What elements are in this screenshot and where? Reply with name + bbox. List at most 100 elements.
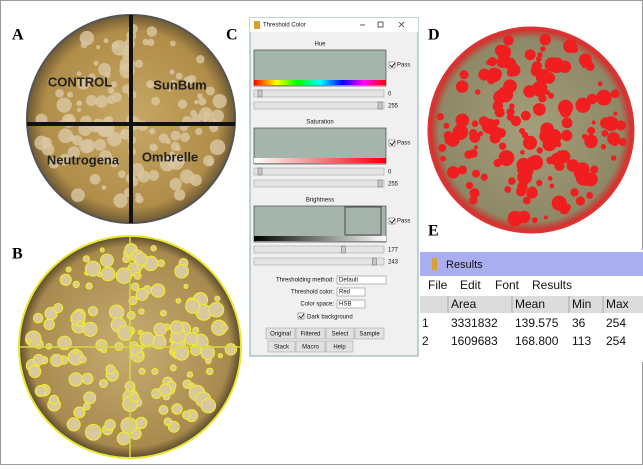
label: Color space: xyxy=(300,302,334,308)
slider[interactable] xyxy=(254,246,384,253)
section-label: Brightness xyxy=(306,198,334,204)
colony xyxy=(206,368,212,374)
colony xyxy=(102,185,107,190)
slider[interactable] xyxy=(254,90,384,97)
colony xyxy=(536,69,551,84)
colony xyxy=(83,256,89,262)
menu-item[interactable]: Edit xyxy=(460,278,481,292)
table-cell: 36 xyxy=(572,316,586,330)
menu-item[interactable]: File xyxy=(428,278,448,292)
colony xyxy=(139,309,144,314)
colony xyxy=(86,95,97,106)
checkbox-label: Dark background xyxy=(307,315,353,321)
colony xyxy=(118,170,126,178)
colony xyxy=(44,319,55,330)
colony xyxy=(101,267,115,281)
colony xyxy=(196,55,205,64)
menu-item[interactable]: Results xyxy=(532,278,572,292)
colony xyxy=(121,130,126,135)
colony xyxy=(537,52,542,57)
colony xyxy=(56,97,71,112)
colony xyxy=(508,211,523,226)
colony xyxy=(210,139,226,155)
button-label: Sample xyxy=(359,332,380,338)
colony xyxy=(170,365,176,371)
colony xyxy=(611,89,620,98)
colony xyxy=(186,299,200,313)
colony xyxy=(204,111,210,117)
table-cell: 3331832 xyxy=(451,316,498,330)
colony xyxy=(176,298,181,303)
slider[interactable] xyxy=(254,258,384,265)
app-icon xyxy=(432,258,437,270)
colony xyxy=(137,352,143,358)
colony xyxy=(131,393,139,401)
colony xyxy=(106,365,115,374)
colony xyxy=(138,330,142,334)
colony xyxy=(77,321,83,327)
panel-label: D xyxy=(428,27,440,44)
slider[interactable] xyxy=(254,102,384,109)
colony xyxy=(549,184,554,189)
colony xyxy=(149,128,155,134)
colony xyxy=(50,354,62,366)
colony xyxy=(548,176,553,181)
colony xyxy=(598,81,603,86)
dropdown-value: HSB xyxy=(339,302,351,308)
colony xyxy=(555,196,562,203)
colony xyxy=(560,106,571,117)
slider-thumb[interactable] xyxy=(372,258,376,265)
slider-thumb[interactable] xyxy=(258,90,262,97)
colony xyxy=(511,116,521,126)
colony xyxy=(105,420,116,431)
app-icon xyxy=(254,21,260,29)
colony xyxy=(136,417,147,428)
colony xyxy=(170,41,176,47)
slider[interactable] xyxy=(254,168,384,175)
slider-thumb[interactable] xyxy=(378,102,382,109)
colony xyxy=(139,368,145,374)
colony xyxy=(488,57,497,66)
colony xyxy=(71,188,85,202)
slider-value: 243 xyxy=(388,260,399,266)
slider-thumb[interactable] xyxy=(341,246,345,253)
table-cell: 168.800 xyxy=(515,334,559,348)
colony xyxy=(136,288,148,300)
slider-thumb[interactable] xyxy=(258,168,262,175)
colony xyxy=(88,307,97,316)
colony xyxy=(187,372,192,377)
slider-thumb[interactable] xyxy=(378,180,382,187)
colony xyxy=(508,177,516,185)
colony xyxy=(207,159,214,166)
colony xyxy=(160,384,172,396)
colony xyxy=(464,150,472,158)
window-title: Threshold Color xyxy=(263,23,306,29)
menu-item[interactable]: Font xyxy=(495,278,520,292)
colony xyxy=(584,135,597,148)
colony xyxy=(185,333,198,346)
colony xyxy=(536,180,542,186)
colony xyxy=(169,69,174,74)
colony xyxy=(559,61,571,73)
slider[interactable] xyxy=(254,180,384,187)
color-bar xyxy=(254,236,386,241)
colony xyxy=(493,159,501,167)
colony xyxy=(60,274,71,285)
colony xyxy=(201,398,215,412)
pass-label: Pass xyxy=(397,219,410,225)
colony xyxy=(592,120,596,124)
colony xyxy=(86,283,92,289)
color-bar xyxy=(254,80,386,85)
section-label: Saturation xyxy=(306,120,333,126)
colony xyxy=(575,98,590,113)
colony xyxy=(174,346,188,360)
panel-label: A xyxy=(12,27,24,44)
colony xyxy=(443,123,449,129)
colony xyxy=(159,406,168,415)
colony xyxy=(586,192,593,199)
colony xyxy=(437,113,444,120)
colony xyxy=(27,339,31,343)
colony xyxy=(85,261,100,276)
colony xyxy=(175,264,189,278)
figure: CONTROL SunBum Neutrogena Ombrelle A B C… xyxy=(0,0,643,465)
